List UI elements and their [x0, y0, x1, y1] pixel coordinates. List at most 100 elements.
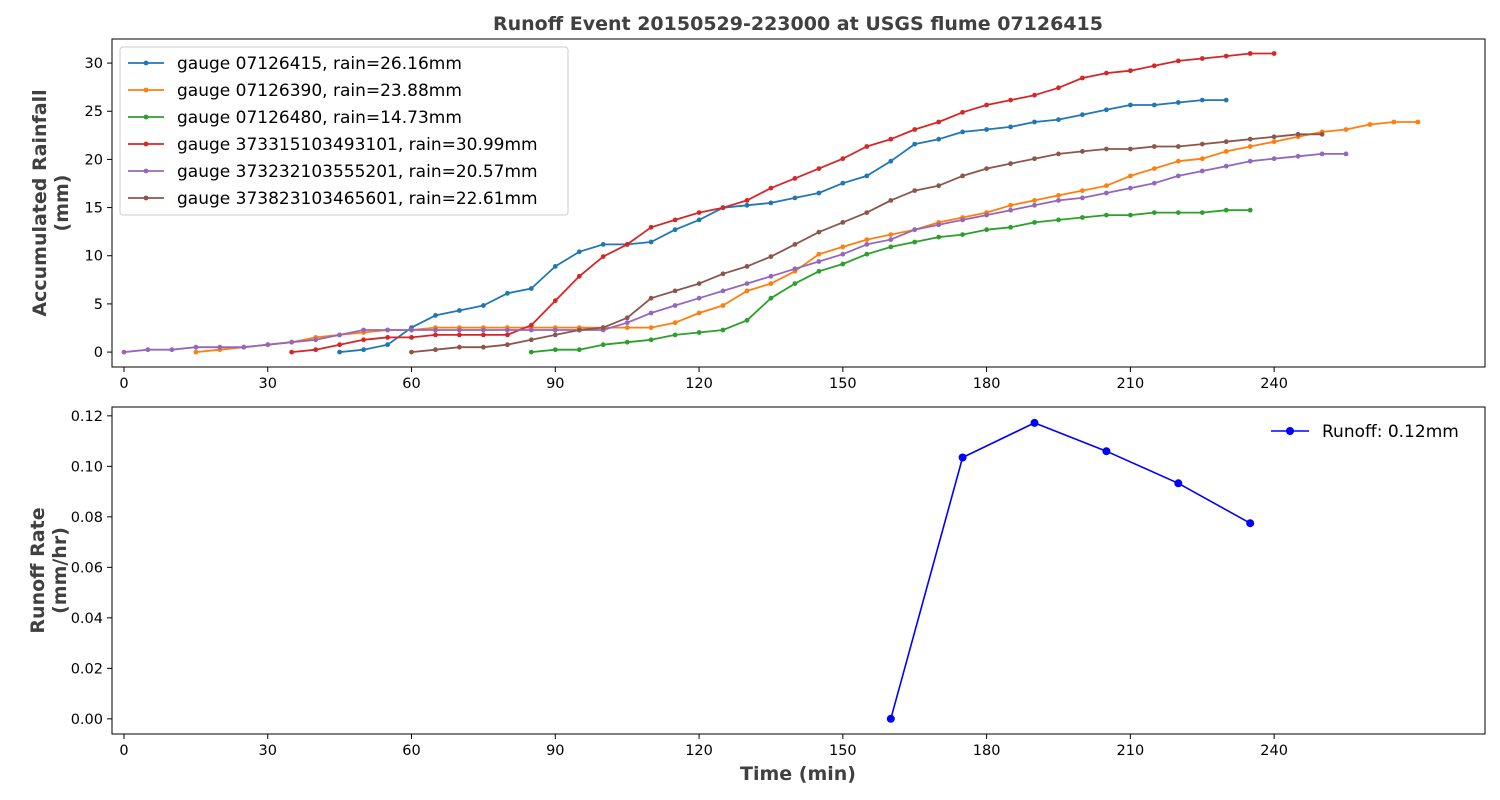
data-point [1391, 119, 1397, 125]
x-tick-label: 0 [119, 743, 128, 759]
data-point [409, 349, 414, 355]
data-point [958, 453, 967, 462]
data-point [1175, 173, 1181, 179]
y-axis-label-line: (mm/hr) [49, 527, 71, 614]
legend-marker [143, 168, 149, 174]
x-tick-label: 30 [259, 743, 277, 759]
legend-marker [143, 195, 149, 201]
data-point [648, 310, 654, 316]
data-point [1175, 158, 1181, 164]
runoff-panel: 0 30 60 90 120 150 180 210 240 0.00 0.02 0.04 0.06 0.… [27, 406, 1486, 759]
data-point [505, 290, 510, 296]
data-point [816, 190, 822, 196]
data-point [1295, 153, 1301, 159]
data-point [1032, 156, 1037, 162]
data-point [984, 212, 989, 218]
data-point [984, 127, 989, 132]
data-point [361, 327, 366, 333]
data-point [1080, 149, 1085, 154]
data-point [840, 156, 846, 162]
data-point [1295, 131, 1301, 137]
data-point [481, 303, 486, 308]
y-tick-label: 30 [85, 56, 103, 72]
series-line [339, 99, 1227, 353]
legend-marker [143, 60, 149, 66]
data-point [744, 264, 750, 269]
data-point [720, 271, 726, 277]
data-point [816, 268, 822, 274]
data-point [1128, 173, 1133, 179]
data-point [720, 288, 726, 294]
data-point [768, 295, 774, 301]
data-point [1223, 149, 1229, 154]
data-point [576, 273, 582, 279]
legend-marker [143, 141, 149, 147]
data-point [672, 217, 678, 223]
data-point [1271, 156, 1277, 162]
data-point [816, 251, 822, 257]
data-point [984, 166, 989, 172]
data-point [457, 308, 462, 313]
data-point [1174, 479, 1183, 488]
data-point [840, 220, 846, 225]
data-point [1128, 212, 1133, 218]
data-point [1104, 146, 1109, 152]
data-point [1056, 193, 1061, 198]
data-point [1056, 198, 1061, 203]
data-point [1247, 207, 1253, 213]
data-point [936, 234, 942, 240]
data-point [121, 349, 127, 355]
data-point [672, 288, 678, 294]
data-point [552, 327, 558, 333]
y-tick-label: 5 [94, 297, 103, 313]
data-point [481, 327, 486, 333]
data-point [1199, 97, 1205, 103]
data-point [864, 210, 870, 216]
data-point [1008, 224, 1013, 230]
data-point [528, 349, 534, 355]
data-point [1008, 97, 1013, 103]
data-point [720, 205, 726, 211]
data-point [936, 119, 942, 125]
rainfall-panel: 0 30 60 90 120 150 180 210 240 0 5 10 15 20 25 30 Accumu… [29, 38, 1486, 392]
legend-label: gauge 373232103555201, rain=20.57mm [177, 162, 538, 182]
data-point [1175, 144, 1181, 149]
data-point [888, 237, 894, 243]
data-point [984, 227, 989, 233]
data-point [217, 344, 223, 350]
data-point [1319, 151, 1325, 157]
data-point [576, 327, 582, 333]
data-point [505, 327, 510, 333]
x-tick-label: 210 [1117, 743, 1145, 759]
axes-frame [111, 38, 1486, 368]
data-point [1102, 447, 1111, 456]
y-axis-label-line: (mm) [51, 175, 73, 232]
data-point [744, 198, 750, 203]
data-point [886, 714, 895, 723]
data-point [385, 342, 390, 348]
data-point [768, 185, 774, 191]
data-point [1223, 163, 1229, 169]
data-point [1104, 190, 1109, 196]
data-point [552, 347, 558, 353]
data-point [720, 327, 726, 333]
data-point [361, 337, 366, 343]
data-point [1056, 85, 1061, 91]
data-point [600, 342, 606, 348]
legend-label: gauge 07126390, rain=23.88mm [177, 81, 462, 101]
data-point [528, 327, 534, 333]
data-point [912, 227, 918, 233]
data-point [672, 227, 678, 233]
data-point [552, 264, 558, 269]
data-point [1415, 119, 1421, 125]
legend-marker [143, 87, 149, 93]
data-point [1223, 97, 1229, 103]
data-point [241, 344, 247, 350]
series-4 [121, 151, 1349, 355]
data-point [696, 281, 702, 286]
y-tick-label: 0.12 [71, 409, 103, 425]
data-point [528, 337, 534, 343]
data-point [1223, 53, 1229, 59]
legend-label: gauge 07126415, rain=26.16mm [177, 54, 462, 74]
